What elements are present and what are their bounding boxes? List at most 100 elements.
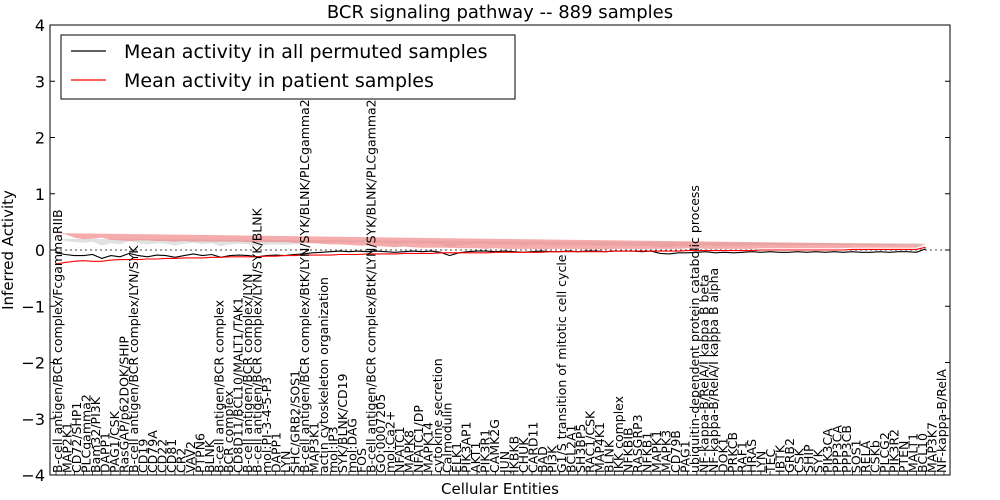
entity-label: NFATC1 — [392, 426, 407, 473]
permuted-mean-line — [55, 248, 926, 259]
entity-label: PIK3CA — [820, 428, 835, 473]
entity-label: PPP3CB — [839, 425, 854, 473]
x-axis-label: Cellular Entities — [441, 480, 559, 498]
entity-label: NF-kappa-B/RelA/I kappa B beta — [696, 274, 711, 473]
entity-label: SYK — [810, 448, 825, 473]
entity-label: BCR complex — [221, 390, 236, 473]
entity-label: SH3BP5 — [573, 424, 588, 473]
entity-label: JUN — [497, 451, 512, 474]
entity-label: CD19 — [136, 439, 151, 473]
entity-label: PLCgamma2 — [79, 394, 94, 473]
entity-label: PIK3AP1 — [459, 422, 474, 473]
entity-label: MALT1 — [906, 433, 921, 473]
entity-label: PIK3R1 — [478, 429, 493, 473]
entity-label: MAP3K1 — [307, 422, 322, 473]
entity-label: BCL2A1 — [563, 424, 578, 473]
legend-label: Mean activity in all permuted samples — [124, 41, 487, 63]
y-tick-label: 4 — [35, 16, 45, 35]
series-lines — [55, 246, 926, 265]
legend-box — [60, 34, 516, 100]
entity-label: B-cell antigen/BCR complex/LYN — [240, 273, 255, 473]
entity-label: VAV2 — [183, 441, 198, 473]
entity-label: MAPK1 — [649, 430, 664, 473]
entity-label: Calmodulin — [440, 403, 455, 473]
entity-label: RAC1/CSK — [582, 410, 597, 473]
entity-label: B-cell antigen/BCR complex/BtK/LYN/SYK/B… — [297, 99, 312, 473]
entity-label: PIK3R2 — [887, 429, 902, 473]
entity-label: ELK1 — [449, 442, 464, 473]
entity-label: PTPN6 — [193, 433, 208, 473]
entity-label: CD22 — [155, 439, 170, 473]
entity-label: PAG1/CSK — [107, 410, 122, 473]
chart-title: BCR signaling pathway -- 889 samples — [327, 2, 673, 23]
entity-label: SHIP — [801, 444, 816, 473]
entity-label: LYN — [278, 451, 293, 473]
legend-label: Mean activity in patient samples — [124, 70, 434, 92]
entity-label: GO:0007205 — [373, 394, 388, 473]
y-tick-label: −2 — [21, 354, 45, 373]
entity-label: DAPP1 — [98, 432, 113, 473]
patient-band — [56, 233, 926, 250]
entity-label: GRB2 — [782, 438, 797, 473]
entity-label: mol:PI-3-4-5-P3 — [259, 377, 274, 473]
entity-label: MAP4K1 — [592, 422, 607, 473]
entity-label: PTEN — [896, 441, 911, 473]
entity-label: BCL10 — [915, 433, 930, 473]
entity-label: MAPK14 — [421, 422, 436, 473]
entity-label: PI3K — [544, 445, 559, 473]
patient-mean-line — [55, 246, 926, 265]
entity-label: CD79B — [668, 430, 683, 473]
entity-label: CSKb — [868, 440, 883, 473]
entity-label: DAPP1 — [269, 432, 284, 473]
entity-label: NFKBIB — [620, 427, 635, 473]
entity-label: G1/S transition of mitotic cell cycle — [554, 254, 569, 473]
entity-label: HRAS — [744, 439, 759, 473]
entity-label: CD81 — [164, 439, 179, 473]
entity-label: MAPK8 — [402, 430, 417, 473]
entity-label: CHUK — [516, 437, 531, 473]
legend: Mean activity in all permuted samples Mea… — [60, 34, 516, 100]
y-tick-label: 3 — [35, 72, 45, 91]
entity-label: mol:IP3 — [326, 426, 341, 473]
entity-label: IKBKB — [506, 436, 521, 473]
y-tick-label: −3 — [21, 410, 45, 429]
entity-label: CD72/SHP1 — [69, 402, 84, 473]
entity-label: B-cell antigen/BCR complex/FcgammaRIIB — [50, 209, 65, 473]
entity-label: B-cell antigen/BCR complex — [212, 300, 227, 473]
entity-label: cytokine secretion — [430, 358, 445, 473]
entity-label: B-cell antigen/BCR complex/LYN/SYK — [126, 245, 141, 473]
entity-label: PPP3CA — [829, 425, 844, 473]
y-tick-label: 0 — [35, 241, 45, 260]
entity-label: RasGAP/p62DOK/SHIP — [117, 336, 132, 473]
entity-label: MAP3K7 — [925, 422, 940, 473]
y-tick-label: −4 — [21, 466, 45, 485]
entity-label: Bam32/PI3K — [88, 396, 103, 473]
y-tick-label: −1 — [21, 297, 45, 316]
entity-label: BLNK — [601, 439, 616, 473]
y-tick-label: 1 — [35, 185, 45, 204]
y-ticks: −4 −3 −2 −1 0 1 2 3 4 — [21, 16, 950, 485]
entity-label: MAPK3 — [658, 430, 673, 473]
entity-label: FOS — [354, 448, 369, 473]
y-tick-label: 2 — [35, 129, 45, 148]
entity-label: BLNK — [202, 439, 217, 473]
entity-label: SYK/BLNK/CD19 — [335, 373, 350, 473]
entity-label: LYN — [753, 451, 768, 473]
entity-label: DOK1 — [715, 437, 730, 473]
entity-label: ubiquitin-dependent protein catabolic pr… — [687, 185, 702, 473]
confidence-bands — [50, 233, 950, 251]
entity-label: CARD11 — [525, 422, 540, 474]
entity-label: AKT1 — [468, 442, 483, 473]
entity-label: mol:DAG — [345, 418, 360, 473]
entity-label: PLCG2 — [877, 432, 892, 473]
entity-label: SOS1 — [849, 439, 864, 473]
entity-label: NF-kappa-B/RelA/I kappa B alpha — [706, 268, 721, 473]
entity-label: actin cytoskeleton organization — [316, 277, 331, 473]
entity-label: CAMK2G — [487, 419, 502, 473]
entity-label: NFKB1 — [639, 432, 654, 473]
entity-label: RAF1 — [734, 441, 749, 473]
entity-label: IKK complex — [611, 396, 626, 473]
entity-label: CR2 — [174, 448, 189, 473]
entity-label: CD79A — [145, 430, 160, 473]
entity-label: NF-kappa-B/RelA — [934, 369, 949, 473]
